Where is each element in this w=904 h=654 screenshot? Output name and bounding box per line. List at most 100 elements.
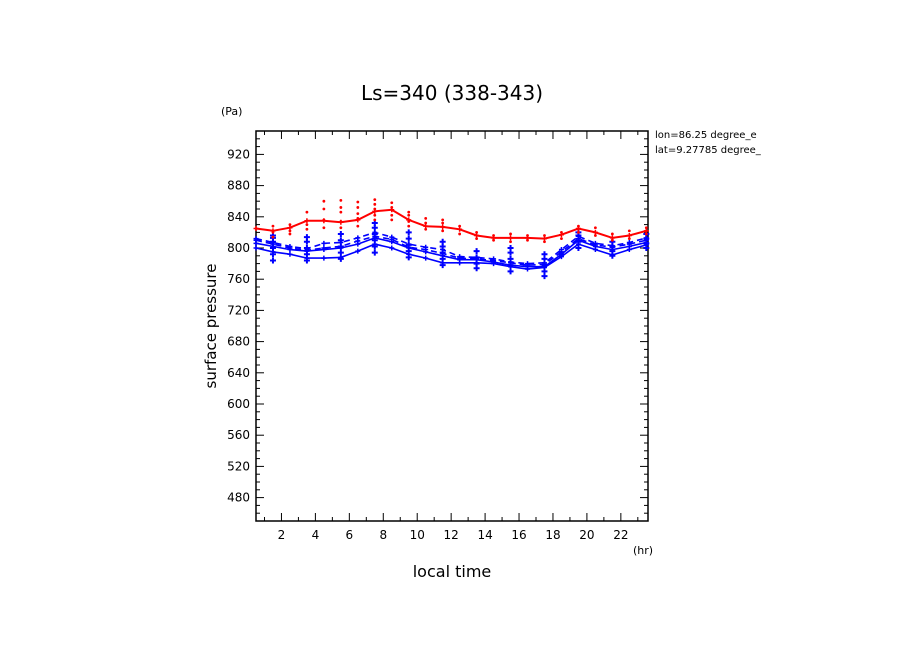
red-sample-marker <box>305 223 309 227</box>
series-point-marker <box>423 223 429 229</box>
series-point-marker <box>609 247 615 253</box>
series-point-marker <box>389 239 395 245</box>
series-point-marker <box>287 247 293 253</box>
blue-sample-marker <box>507 268 514 275</box>
red-sample-marker <box>373 213 377 217</box>
y-axis-label: surface pressure <box>202 264 220 389</box>
red-sample-marker <box>577 231 580 234</box>
series-point-marker <box>287 225 293 231</box>
red-sample-marker <box>610 232 614 236</box>
series-point-marker <box>440 224 446 230</box>
series-point-marker <box>558 254 564 260</box>
red-sample-marker <box>390 218 394 222</box>
red-sample-marker <box>407 224 411 228</box>
series-point-marker <box>491 261 497 267</box>
red-sample-marker <box>373 207 377 211</box>
x-unit-label: (hr) <box>633 544 653 557</box>
red-sample-marker <box>509 240 512 244</box>
series-point-marker <box>609 252 615 258</box>
series-point-marker <box>355 241 361 247</box>
y-tick-label: 600 <box>227 397 250 411</box>
red-sample-marker <box>339 220 343 223</box>
red-sample-marker <box>593 226 597 230</box>
series-point-marker <box>321 240 327 246</box>
red-sample-marker <box>644 232 648 236</box>
red-sample-marker <box>526 238 529 242</box>
blue-dashed-series-line <box>255 235 647 267</box>
blue-sample-marker <box>337 230 344 237</box>
series-point-marker <box>423 249 429 255</box>
blue-sample-marker <box>405 235 412 242</box>
red-sample-marker <box>543 240 546 244</box>
red-sample-marker <box>475 231 479 234</box>
red-sample-marker <box>577 224 580 228</box>
red-sample-marker <box>458 232 462 236</box>
y-unit-label: (Pa) <box>221 105 242 118</box>
y-tick-label: 480 <box>227 491 250 505</box>
x-tick-label: 8 <box>379 528 387 542</box>
red-sample-marker <box>560 237 563 241</box>
annotation-lat: lat=9.27785 degree_ <box>655 145 762 156</box>
series-point-marker <box>406 251 412 257</box>
plot-frame <box>255 130 649 522</box>
y-tick-label: 640 <box>227 366 250 380</box>
x-axis-label: local time <box>413 562 492 581</box>
series-point-marker <box>372 241 378 247</box>
x-tick-label: 20 <box>579 528 594 542</box>
red-sample-marker <box>339 226 343 230</box>
series-point-marker <box>440 253 446 259</box>
red-sample-marker <box>424 221 428 225</box>
red-sample-marker <box>424 227 428 231</box>
x-tick-label: 2 <box>278 528 286 542</box>
series-point-marker <box>321 255 327 261</box>
red-sample-marker <box>644 226 648 230</box>
series-point-marker <box>287 251 293 257</box>
blue-sample-marker <box>303 234 310 241</box>
red-series-line <box>255 208 647 240</box>
red-sample-marker <box>322 226 326 230</box>
red-sample-marker <box>288 229 292 233</box>
series-point-marker <box>592 247 598 253</box>
red-sample-marker <box>475 237 479 241</box>
series-point-marker <box>253 245 259 251</box>
series-point-marker <box>406 245 412 251</box>
red-sample-marker <box>356 206 360 209</box>
red-sample-marker <box>610 238 614 242</box>
series-point-marker <box>643 242 649 248</box>
red-sample-marker <box>322 218 326 222</box>
series-point-marker <box>389 245 395 251</box>
series-point-marker <box>457 260 463 266</box>
y-tick-label: 520 <box>227 459 250 473</box>
red-sample-marker <box>373 198 377 202</box>
red-sample-marker <box>322 207 326 211</box>
blue-sample-marker <box>541 251 548 258</box>
red-sample-marker <box>305 210 309 214</box>
series-point-marker <box>626 247 632 253</box>
series-point-marker <box>575 241 581 247</box>
x-tick-label: 14 <box>477 528 492 542</box>
x-tick-label: 6 <box>346 528 354 542</box>
red-sample-marker <box>288 232 292 236</box>
y-tick-label: 560 <box>227 428 250 442</box>
red-sample-marker <box>441 218 445 222</box>
red-sample-marker <box>356 224 360 228</box>
red-sample-marker <box>492 234 495 237</box>
series-point-marker <box>626 233 632 239</box>
red-sample-marker <box>373 202 377 206</box>
series-point-marker <box>440 260 446 266</box>
red-sample-marker <box>407 213 411 217</box>
series-point-marker <box>253 240 259 246</box>
blue-solid-series-line <box>255 237 647 268</box>
y-tick-label: 680 <box>227 335 250 349</box>
red-sample-marker <box>339 199 343 202</box>
red-sample-marker <box>390 206 394 209</box>
blue-solid-series-line <box>255 243 647 270</box>
series-point-marker <box>304 218 310 224</box>
series-point-marker <box>321 247 327 253</box>
x-tick-label: 16 <box>511 528 526 542</box>
red-sample-marker <box>356 212 360 216</box>
series-point-marker <box>541 265 547 270</box>
y-tick-label: 840 <box>227 210 250 224</box>
series-point-marker <box>270 249 276 255</box>
